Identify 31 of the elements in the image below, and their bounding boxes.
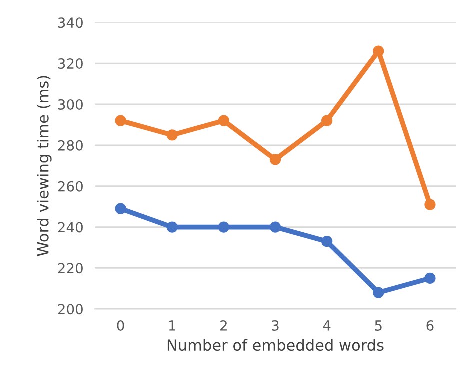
y-tick-label: 260: [58, 181, 83, 192]
x-tick-label: 6: [426, 320, 434, 331]
point: [115, 203, 126, 214]
y-tick-label: 280: [58, 140, 83, 151]
point: [270, 222, 282, 233]
point: [424, 272, 436, 284]
y-tick-label: 300: [58, 99, 83, 110]
y-axis-title: Word viewing time (ms): [37, 76, 52, 256]
x-tick-label: 0: [117, 320, 124, 331]
x-tick-label: 1: [169, 320, 176, 331]
point: [373, 287, 384, 298]
point: [322, 115, 333, 126]
point: [218, 222, 230, 233]
point: [373, 46, 384, 57]
x-tick-label: 2: [220, 320, 227, 331]
x-tick-label: 5: [375, 320, 382, 331]
y-tick-label: 220: [58, 263, 83, 274]
point: [115, 115, 126, 126]
point: [218, 115, 230, 126]
x-axis-title: Number of embedded words: [168, 339, 384, 352]
x-tick-label: 4: [323, 320, 331, 331]
y-tick-label: 240: [58, 222, 83, 233]
point: [270, 154, 282, 166]
y-tick-label: 200: [58, 304, 83, 315]
point: [322, 236, 333, 248]
y-tick-label: 320: [58, 58, 83, 70]
y-tick-label: 340: [58, 18, 83, 28]
point: [424, 199, 436, 210]
point: [166, 222, 178, 233]
x-tick-label: 3: [272, 320, 279, 331]
point: [166, 130, 178, 141]
